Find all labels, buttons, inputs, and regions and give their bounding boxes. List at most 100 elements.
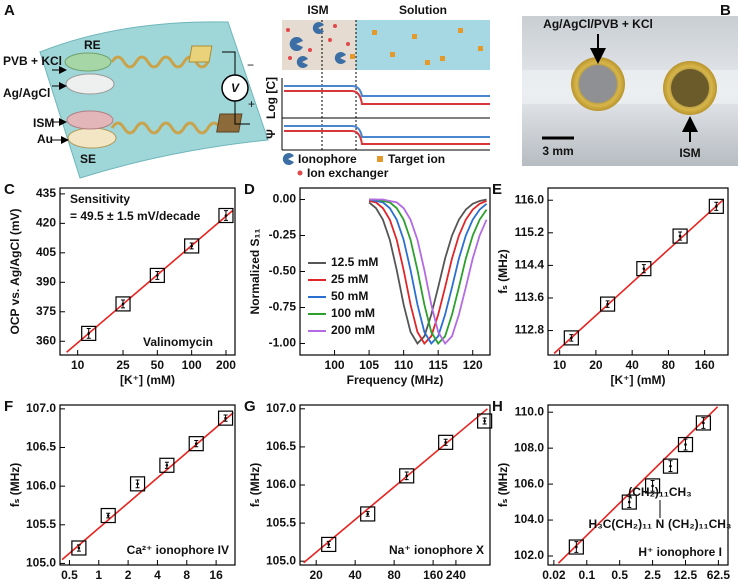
x-tick-label: 4 [154, 568, 161, 582]
electrode-core [671, 69, 709, 107]
fit-line [61, 412, 234, 561]
terminal-sign: + [248, 97, 255, 111]
marker [568, 539, 584, 555]
annotation: (CH₂)₁₁CH₃ [668, 517, 731, 531]
label: RE [84, 38, 101, 52]
marker [438, 434, 454, 450]
pad [188, 45, 213, 63]
x-axis-label: [K⁺] (mM) [120, 373, 175, 387]
profile-line [284, 85, 490, 97]
x-tick-label: 120 [463, 358, 483, 372]
plot-frame [547, 404, 729, 566]
marker [81, 325, 97, 341]
marker-center [366, 512, 370, 516]
x-tick-label: 105 [359, 358, 379, 372]
au-disk [67, 127, 117, 149]
panel-b: B Ag/AgCl/PVB + KCl ISM 3 mm [522, 2, 738, 166]
y-tick-label: 106.5 [26, 440, 56, 454]
x-tick-label: 115 [429, 358, 449, 372]
annotation: (CH₂)₁₁CH₃ [628, 485, 691, 499]
x-tick-label: 0.5 [611, 568, 628, 582]
x-tick-label: 200 [216, 358, 236, 372]
x-tick-label: 12.5 [674, 568, 698, 582]
y-tick-label: 107.0 [26, 401, 56, 415]
panel-letter: C [4, 181, 15, 198]
y-tick-label: 106.0 [26, 478, 56, 492]
x-tick-label: 40 [625, 358, 639, 372]
y-axis-label: fₛ (MHz) [248, 463, 262, 508]
series-line [369, 198, 488, 345]
y-tick-label: -0.50 [269, 264, 297, 278]
x-tick-label: 2 [125, 568, 132, 582]
label: PVB + KCl [3, 54, 62, 68]
marker-center [651, 484, 654, 488]
panel-letter: E [492, 181, 502, 198]
marker [599, 296, 616, 312]
re-disk [64, 52, 112, 72]
marker-center [483, 419, 486, 423]
marker-center [77, 546, 81, 550]
fit-line [557, 406, 719, 564]
ism-disk [66, 110, 114, 130]
legend-icon [377, 156, 383, 162]
marker-center [715, 205, 718, 208]
marker-center [224, 214, 228, 217]
x-tick-label: 0.02 [542, 568, 566, 582]
label: Ag/AgCl [3, 86, 50, 100]
marker-center [327, 543, 331, 546]
panel-letter: H [492, 398, 503, 415]
marker [563, 330, 579, 346]
marker [149, 267, 165, 284]
marker [159, 457, 175, 473]
electrode-core [579, 65, 617, 103]
marker-center [444, 441, 447, 444]
marker-center [405, 474, 408, 478]
y-tick-label: 390 [36, 274, 56, 288]
y-axis-label: fₛ (MHz) [496, 249, 510, 294]
x-tick-label: 100 [182, 358, 202, 372]
series-line [368, 200, 487, 345]
y-tick-label: 105.5 [26, 517, 56, 531]
y-tick-label: 105.5 [266, 515, 296, 529]
axis-label: Ψ [264, 129, 278, 139]
marker [321, 536, 337, 553]
voltmeter-label: V [231, 81, 240, 95]
marker-center [702, 421, 705, 425]
panel-a: A V − + RE PVB + KCl Ag/AgCl ISM Au SE I… [3, 2, 490, 180]
marker [115, 296, 131, 312]
x-tick-label: 20 [309, 568, 323, 582]
annotation: Na⁺ ionophore X [389, 543, 484, 557]
marker [695, 415, 711, 431]
x-tick-label: 240 [446, 568, 466, 582]
profile-line [284, 130, 490, 145]
annotation: H⁺ ionophore I [638, 545, 722, 559]
y-tick-label: 0.00 [273, 192, 297, 206]
y-tick-label: 106.0 [514, 476, 544, 490]
x-tick-label: 80 [387, 568, 401, 582]
plot-frame [59, 187, 236, 356]
y-axis-label: Normalized S₁₁ [248, 228, 262, 314]
marker-center [669, 464, 672, 468]
x-tick-label: 80 [662, 358, 676, 372]
x-tick-label: 25 [116, 358, 130, 372]
annotation: Sensitivity [70, 192, 130, 206]
marker-center [678, 234, 682, 238]
solution-region [356, 20, 490, 70]
x-axis-label: [K⁺] (mM) [611, 373, 666, 387]
marker [662, 458, 679, 474]
marker-center [606, 302, 609, 306]
marker [708, 198, 724, 214]
marker [672, 228, 688, 244]
label: ISM [33, 116, 54, 130]
marker [644, 478, 661, 494]
x-tick-label: 10 [553, 358, 567, 372]
marker-center [156, 274, 159, 277]
y-tick-label: 108.0 [514, 440, 544, 454]
ag-agcl-disk [65, 73, 115, 95]
marker-center [121, 302, 125, 306]
marker-center [194, 442, 198, 445]
legend-label: 200 mM [331, 323, 375, 337]
legend-label: Ion exchanger [307, 166, 389, 180]
plot-frame [299, 187, 491, 356]
